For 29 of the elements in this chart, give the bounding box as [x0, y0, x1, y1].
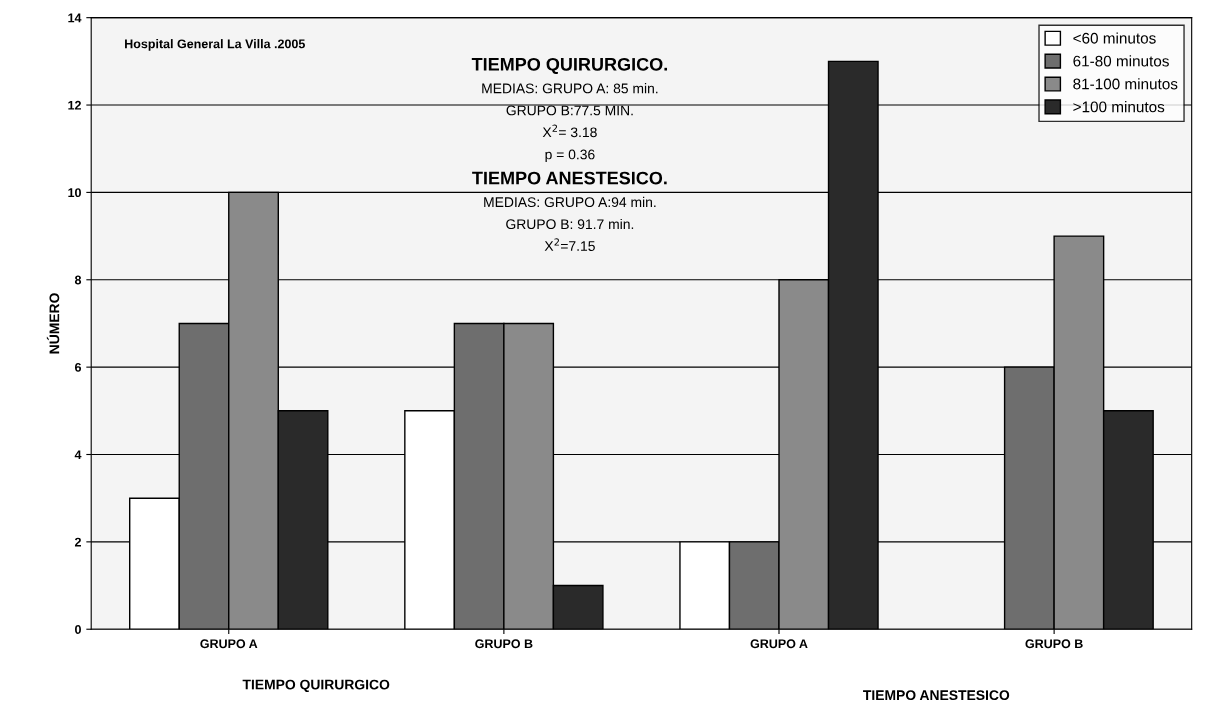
x-tick-label: GRUPO B — [475, 639, 533, 649]
annotation: X$^{2}$= 3.18 — [542, 124, 597, 138]
legend-label: 81-100 minutos — [1073, 78, 1178, 90]
annotation: MEDIAS: GRUPO A: 85 min. — [482, 83, 658, 94]
y-tick-label: 4 — [74, 450, 82, 460]
x-tick-label: GRUPO A — [200, 639, 258, 649]
x-tick-label: GRUPO A — [750, 639, 808, 649]
annotation: Hospital General La Villa .2005 — [125, 39, 305, 51]
annotation: p = 0.36 — [545, 149, 595, 163]
y-tick-label: 12 — [68, 100, 81, 110]
text: TIEMPO ANESTESICO — [863, 690, 1010, 701]
legend-label: >100 minutos — [1073, 101, 1165, 113]
annotation: GRUPO B:77.5 MIN. — [506, 105, 633, 116]
y-tick-label: 0 — [75, 625, 81, 634]
y-tick-label: 14 — [68, 13, 82, 23]
annotation: TIEMPO QUIRURGICO. — [471, 57, 667, 75]
text: TIEMPO QUIRURGICO — [242, 679, 390, 693]
legend-label: <60 minutos — [1073, 32, 1156, 44]
annotation: X$^{2}$=7.15 — [544, 238, 595, 251]
y-axis-title: NÚMERO — [46, 293, 60, 354]
legend-label: 61-80 minutos — [1073, 55, 1169, 67]
annotation: MEDIAS: GRUPO A:94 min. — [484, 196, 656, 208]
y-tick-label: 6 — [74, 362, 82, 372]
y-tick-label: 2 — [74, 537, 81, 547]
annotation: GRUPO B: 91.7 min. — [506, 218, 634, 230]
y-tick-label: 8 — [74, 275, 82, 285]
x-tick-label: GRUPO B — [1025, 639, 1083, 649]
annotation: TIEMPO ANESTESICO. — [472, 171, 667, 185]
y-tick-label: 10 — [68, 188, 81, 198]
